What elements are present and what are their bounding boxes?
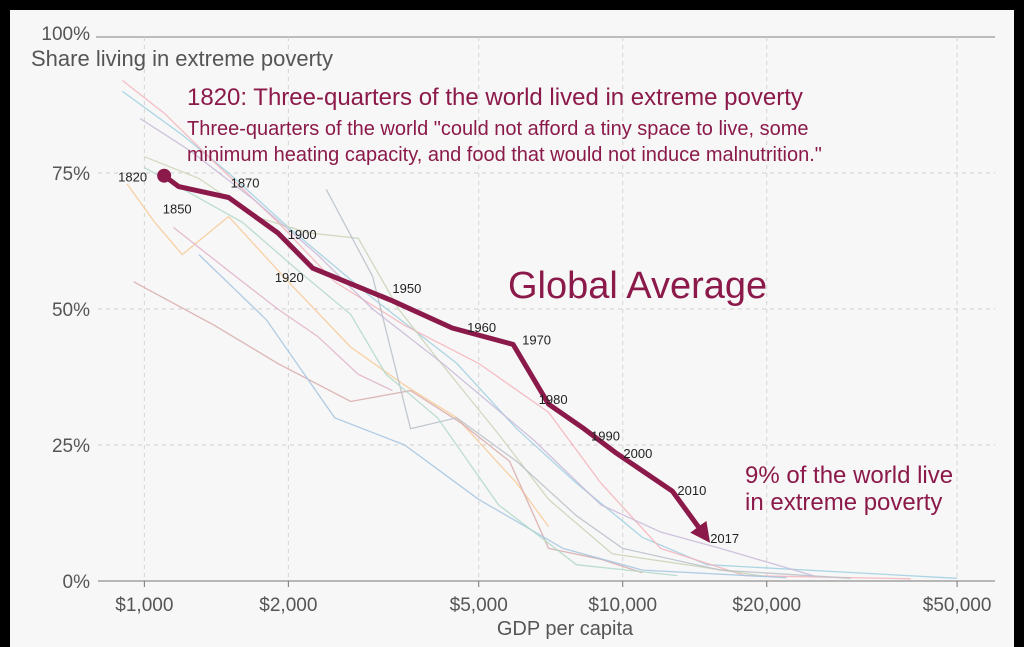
year-label: 1920 xyxy=(275,270,304,285)
background-series-line xyxy=(144,167,678,577)
chart-svg: 0% 25% 50% 75% 100% $1,000 $2,000 $5,000 $10,000… xyxy=(31,24,995,640)
y-tick-label: 0% xyxy=(63,572,91,593)
year-label: 1820 xyxy=(118,170,147,185)
start-point-1820 xyxy=(157,168,172,183)
annotation-subtitle-line2: minimum heating capacity, and food that … xyxy=(187,144,822,166)
x-tick-label: $2,000 xyxy=(259,595,317,616)
end-note-line2: in extreme poverty xyxy=(745,489,942,516)
x-tick-label: $20,000 xyxy=(732,595,801,616)
x-tick-label: $50,000 xyxy=(923,595,992,616)
year-label: 1990 xyxy=(591,429,620,444)
background-series-line xyxy=(126,183,550,527)
background-series-line xyxy=(133,281,643,574)
background-series-line xyxy=(198,254,787,579)
year-label: 2000 xyxy=(623,446,652,461)
y-axis-label: Share living in extreme poverty xyxy=(31,46,333,71)
year-label: 1870 xyxy=(231,175,260,190)
y-tick-label: 25% xyxy=(52,436,90,457)
x-tick-label: $1,000 xyxy=(115,595,173,616)
background-series-line xyxy=(139,118,814,577)
x-tick-label: $10,000 xyxy=(588,595,657,616)
year-label: 1960 xyxy=(467,320,496,335)
annotation-subtitle-line1: Three-quarters of the world "could not a… xyxy=(187,118,809,140)
x-tick-label: $5,000 xyxy=(450,595,508,616)
y-tick-label: 100% xyxy=(41,24,90,45)
year-label: 2010 xyxy=(677,483,706,498)
background-series-line xyxy=(122,79,911,580)
global-average-label: Global Average xyxy=(508,265,767,307)
year-label: 1950 xyxy=(392,281,421,296)
year-label: 1900 xyxy=(288,227,317,242)
year-label: 1970 xyxy=(522,332,551,347)
year-label: 1850 xyxy=(163,202,192,217)
annotation-title: 1820: Three-quarters of the world lived … xyxy=(187,84,803,111)
y-tick-label: 50% xyxy=(52,300,90,321)
end-note-line1: 9% of the world live xyxy=(745,462,953,489)
chart-frame: 0% 25% 50% 75% 100% $1,000 $2,000 $5,000 $10,000… xyxy=(10,10,1014,647)
year-label: 1980 xyxy=(539,392,568,407)
global-average-line xyxy=(162,173,711,543)
y-tick-label: 75% xyxy=(52,164,90,185)
background-series-line xyxy=(325,188,852,579)
x-axis-label: GDP per capita xyxy=(497,618,634,640)
year-label: 2017 xyxy=(710,531,739,546)
background-series-line xyxy=(172,226,393,392)
